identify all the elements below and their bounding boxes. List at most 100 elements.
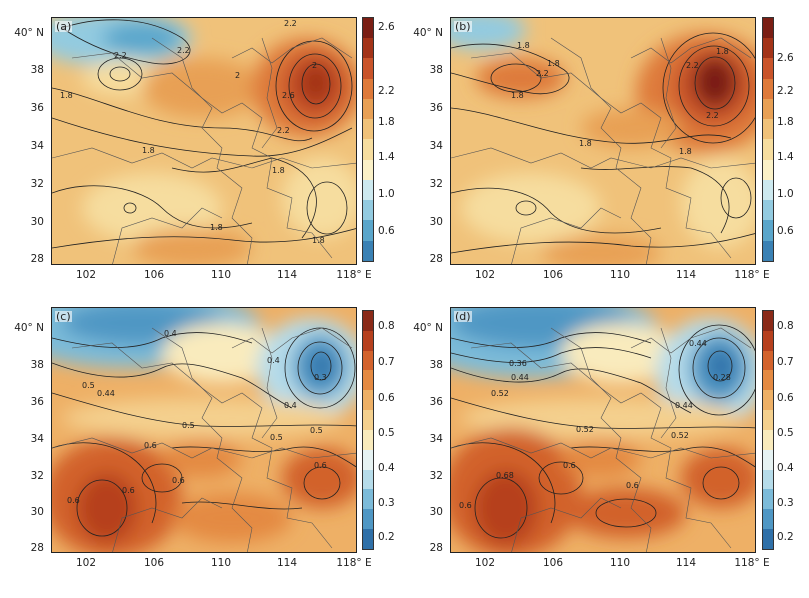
svg-text:2.2: 2.2	[536, 69, 549, 78]
svg-text:0.52: 0.52	[671, 431, 689, 440]
colorbar-segment	[763, 98, 773, 120]
colorbar-tick: 1.8	[378, 116, 395, 128]
colorbar-segment	[363, 370, 373, 391]
colorbar-tick: 2.6	[777, 52, 794, 64]
colorbar-segment	[763, 429, 773, 450]
svg-text:0.44: 0.44	[675, 401, 693, 410]
lat-tick: 36	[429, 396, 443, 408]
svg-text:1.8: 1.8	[716, 47, 729, 56]
colorbar-segment	[363, 179, 373, 201]
map-plot-a: 2.2 2.2 2.2 2 2 2.6 1.8 1.8 2.2 1.8 1.8 …	[51, 17, 357, 265]
colorbar-tick: 0.7	[777, 356, 794, 368]
svg-text:1.8: 1.8	[511, 91, 524, 100]
svg-text:2.2: 2.2	[177, 46, 190, 55]
lat-tick: 30	[30, 216, 44, 228]
colorbar-segment	[363, 119, 373, 140]
colorbar-segment	[763, 449, 773, 470]
panel-label-a: (a)	[55, 20, 73, 33]
svg-text:0.5: 0.5	[182, 421, 195, 430]
svg-text:0.44: 0.44	[511, 373, 529, 382]
svg-text:2.6: 2.6	[282, 91, 295, 100]
svg-text:0.6: 0.6	[67, 496, 80, 505]
colorbar-segment	[363, 18, 373, 39]
colorbar-segment	[763, 390, 773, 411]
colorbar-segment	[363, 98, 373, 120]
lat-tick: 32	[30, 178, 44, 190]
colorbar-segment	[763, 509, 773, 530]
svg-text:0.4: 0.4	[267, 356, 280, 365]
svg-text:0.52: 0.52	[576, 425, 594, 434]
lon-tick: 102	[474, 269, 496, 281]
colorbar-tick: 0.6	[777, 225, 794, 237]
lat-tick: 28	[30, 253, 44, 265]
colorbar-tick: 0.7	[378, 356, 395, 368]
lat-tick: 34	[30, 140, 44, 152]
colorbar-segment	[763, 139, 773, 160]
svg-text:2: 2	[312, 61, 317, 70]
lon-tick: 106	[542, 557, 564, 569]
lat-tick: 38	[30, 359, 44, 371]
colorbar-segment	[363, 311, 373, 331]
colorbar-segment	[363, 390, 373, 411]
svg-text:0.68: 0.68	[496, 471, 514, 480]
colorbar-segment	[363, 449, 373, 470]
lat-tick: 34	[30, 433, 44, 445]
colorbar-tick: 0.4	[777, 462, 794, 474]
svg-text:0.5: 0.5	[82, 381, 95, 390]
colorbar-segment	[363, 139, 373, 160]
lat-tick: 34	[429, 140, 443, 152]
lon-tick: 102	[75, 557, 97, 569]
panel-label-c: (c)	[55, 310, 72, 323]
colorbar-top-left	[362, 17, 374, 262]
svg-text:1.8: 1.8	[547, 59, 560, 68]
svg-text:2.2: 2.2	[284, 19, 297, 28]
lat-tick: 30	[30, 506, 44, 518]
colorbar-tick: 2.6	[378, 21, 395, 33]
colorbar-segment	[363, 200, 373, 221]
lat-tick: 40° N	[14, 27, 44, 39]
colorbar-segment	[363, 350, 373, 371]
lon-tick: 106	[542, 269, 564, 281]
colorbar-segment	[363, 469, 373, 490]
map-plot-b: 1.8 1.8 2.2 1.8 2.2 1.8 1.8 1.8 2.2 (b)	[450, 17, 756, 265]
colorbar-tick: 1.4	[777, 151, 794, 163]
svg-text:1.8: 1.8	[517, 41, 530, 50]
colorbar-segment	[763, 38, 773, 59]
colorbar-segment	[363, 410, 373, 430]
colorbar-tick: 1.0	[378, 188, 395, 200]
colorbar-tick: 0.2	[777, 531, 794, 543]
svg-text:0.6: 0.6	[122, 486, 135, 495]
lon-tick: 114	[276, 557, 298, 569]
colorbar-segment	[363, 489, 373, 510]
svg-text:0.4: 0.4	[164, 329, 177, 338]
colorbar-tick: 0.6	[378, 225, 395, 237]
colorbar-tick: 0.3	[378, 497, 395, 509]
field-a: 2.2 2.2 2.2 2 2 2.6 1.8 1.8 2.2 1.8 1.8 …	[52, 18, 356, 264]
lon-tick: 110	[210, 557, 232, 569]
colorbar-segment	[763, 311, 773, 331]
svg-text:0.6: 0.6	[626, 481, 639, 490]
colorbar-tick: 0.2	[378, 531, 395, 543]
lat-tick: 28	[30, 542, 44, 554]
svg-text:1.8: 1.8	[210, 223, 223, 232]
svg-text:1.8: 1.8	[579, 139, 592, 148]
colorbar-segment	[763, 159, 773, 180]
svg-text:2.2: 2.2	[706, 111, 719, 120]
map-plot-c: 0.4 0.4 0.5 0.5 0.44 0.6 0.6 0.5 0.6 0.6…	[51, 307, 357, 553]
colorbar-segment	[363, 78, 373, 99]
lat-tick: 38	[429, 64, 443, 76]
lat-tick: 36	[30, 396, 44, 408]
svg-text:0.6: 0.6	[563, 461, 576, 470]
lat-tick: 30	[429, 506, 443, 518]
colorbar-tick: 0.6	[378, 392, 395, 404]
lat-tick: 32	[429, 470, 443, 482]
svg-text:1.8: 1.8	[272, 166, 285, 175]
lat-tick: 40° N	[413, 322, 443, 334]
colorbar-segment	[763, 350, 773, 371]
colorbar-segment	[363, 159, 373, 180]
lat-tick: 40° N	[413, 27, 443, 39]
lon-tick: 102	[474, 557, 496, 569]
lat-tick: 36	[429, 102, 443, 114]
colorbar-segment	[763, 489, 773, 510]
svg-text:0.5: 0.5	[310, 426, 323, 435]
